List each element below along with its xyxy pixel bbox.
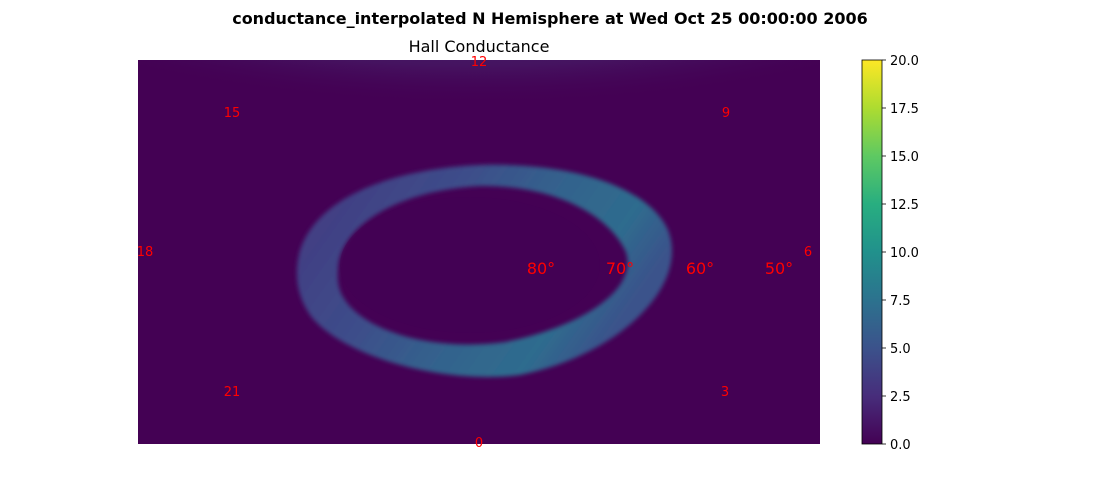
colorbar-tick-label: 2.5: [890, 390, 911, 405]
lat-label-50: 50°: [765, 259, 793, 278]
colorbar-tick-label: 5.0: [890, 342, 911, 357]
colorbar-tick-label: 12.5: [890, 198, 919, 213]
mlt-label-3: 3: [721, 385, 729, 400]
auroral-oval: [296, 164, 673, 377]
lat-label-70: 70°: [606, 259, 634, 278]
colorbar-tick-label: 15.0: [890, 150, 919, 165]
mlt-label-6: 6: [804, 245, 812, 260]
colorbar-tick-label: 0.0: [890, 438, 911, 453]
heatmap: [138, 60, 820, 444]
colorbar-tick-label: 10.0: [890, 246, 919, 261]
colorbar-ticks: [882, 59, 886, 445]
mlt-label-18: 18: [137, 245, 154, 260]
colorbar-gradient: [861, 59, 883, 445]
polar-cap: [340, 197, 600, 333]
colorbar-tick-label: 17.5: [890, 102, 919, 117]
axes-title: Hall Conductance: [409, 37, 550, 56]
colorbar-tick-label: 7.5: [890, 294, 911, 309]
mlt-label-15: 15: [224, 106, 241, 121]
figure-title: conductance_interpolated N Hemisphere at…: [232, 9, 868, 28]
colorbar-tick-label: 20.0: [890, 54, 919, 69]
lat-label-60: 60°: [686, 259, 714, 278]
colorbar-tick-labels: 0.0 2.5 5.0 7.5 10.0 12.5 15.0 17.5 20.0: [890, 54, 919, 453]
lat-label-80: 80°: [527, 259, 555, 278]
colorbar: 0.0 2.5 5.0 7.5 10.0 12.5 15.0 17.5 20.0: [861, 54, 919, 453]
latitude-labels: 80° 70° 60° 50°: [527, 259, 793, 278]
mlt-label-12: 12: [471, 55, 488, 70]
mlt-label-21: 21: [224, 385, 241, 400]
mlt-label-0: 0: [475, 436, 483, 451]
dusk-glow: [138, 201, 210, 339]
mlt-label-9: 9: [722, 106, 730, 121]
dayside-cusp-band: [138, 60, 820, 170]
mlt-labels: 12 15 9 18 6 21 3 0: [137, 55, 812, 451]
